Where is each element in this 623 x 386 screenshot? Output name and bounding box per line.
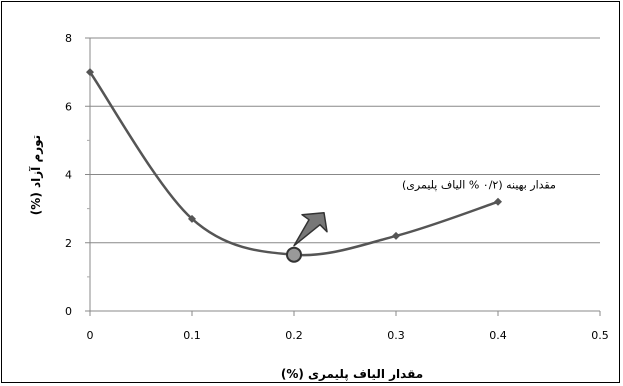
data-point-marker <box>392 231 400 240</box>
data-point-marker <box>494 197 502 206</box>
y-axis-title: تورم آزاد (%) <box>28 135 44 215</box>
x-tick-label: 0.4 <box>489 329 507 342</box>
axes <box>85 37 601 316</box>
grid-lines <box>90 37 600 244</box>
annotation-layer: مقدار بهینه (۰/۲ % الیاف پلیمری) <box>286 179 556 263</box>
x-tick-label: 0.1 <box>183 329 201 342</box>
x-tick-label: 0.5 <box>591 329 609 342</box>
y-tick-label: 2 <box>65 237 72 250</box>
data-point-marker <box>188 214 196 223</box>
optimum-point-marker <box>286 246 302 263</box>
tick-labels: 0 2 4 6 8 0 0.1 0.2 0.3 0.4 0.5 <box>65 32 609 342</box>
x-tick-label: 0.2 <box>285 329 303 342</box>
data-point-marker <box>86 68 94 77</box>
y-tick-label: 8 <box>65 32 72 45</box>
series-line <box>88 71 499 257</box>
annotation-arrow <box>293 211 328 247</box>
x-axis-title: مقدار الیاف پلیمری (%) <box>281 367 423 381</box>
series-layer <box>86 68 502 257</box>
y-tick-label: 6 <box>65 100 72 113</box>
x-tick-label: 0.3 <box>387 329 405 342</box>
annotation-label: مقدار بهینه (۰/۲ % الیاف پلیمری) <box>402 179 556 192</box>
y-tick-label: 4 <box>65 169 72 182</box>
x-tick-label: 0 <box>87 329 94 342</box>
y-tick-label: 0 <box>65 305 72 318</box>
